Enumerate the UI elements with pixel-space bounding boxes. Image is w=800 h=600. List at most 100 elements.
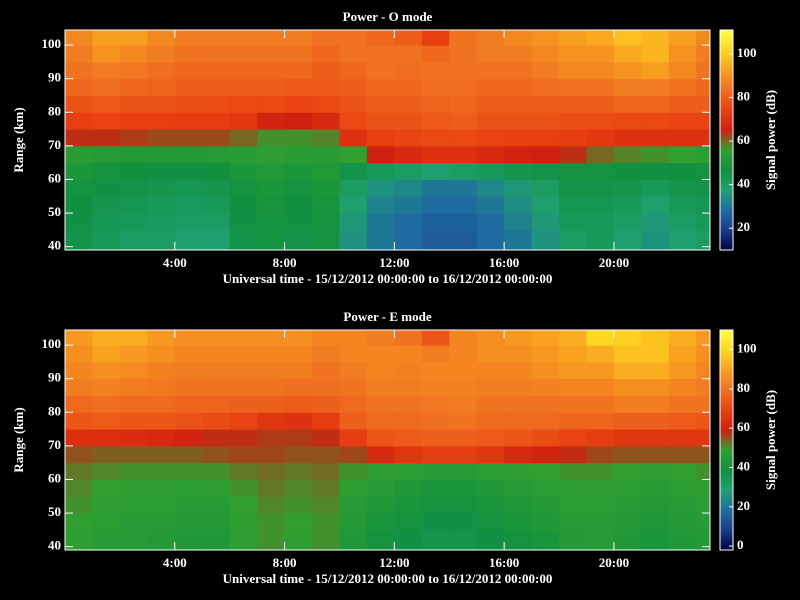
heatmap-cell <box>284 196 313 214</box>
heatmap-cell <box>586 445 615 464</box>
heatmap-cell <box>559 345 587 363</box>
heatmap-cell <box>613 78 642 96</box>
heatmap-cell <box>641 129 670 147</box>
heatmap-cell <box>394 78 423 96</box>
heatmap-cell <box>613 162 642 180</box>
heatmap-cell <box>119 129 148 147</box>
heatmap-cell <box>229 513 258 531</box>
heatmap-cell <box>668 395 697 413</box>
heatmap-cell <box>312 145 340 164</box>
heatmap-cell <box>586 30 615 46</box>
heatmap-cell <box>613 462 642 480</box>
heatmap-cell <box>229 95 258 113</box>
heatmap-cell <box>202 462 231 480</box>
heatmap-cell <box>65 45 93 63</box>
x-tick-label: 4:00 <box>163 255 187 270</box>
heatmap-cell <box>257 129 286 147</box>
heatmap-cell <box>202 429 231 447</box>
heatmap-cell <box>476 45 505 63</box>
heatmap-cell <box>202 378 231 396</box>
heatmap-cell <box>65 378 93 396</box>
heatmap-cell <box>119 30 148 46</box>
heatmap-cell <box>366 479 395 497</box>
heatmap-cell <box>559 378 587 396</box>
heatmap-cell <box>229 112 258 130</box>
heatmap-cell <box>202 30 231 46</box>
heatmap-cell <box>339 78 368 96</box>
heatmap-cell <box>641 479 670 497</box>
heatmap-cell <box>449 162 478 180</box>
heatmap-cell <box>641 30 670 46</box>
heatmap-cell <box>65 179 93 197</box>
heatmap-cell <box>586 361 615 380</box>
heatmap-cell <box>202 145 231 164</box>
heatmap-cell <box>147 345 176 363</box>
heatmap-cell <box>449 129 478 147</box>
heatmap-cell <box>202 395 231 413</box>
heatmap-cell <box>696 30 711 46</box>
heatmap-cell <box>559 412 587 430</box>
heatmap-cell <box>696 145 711 164</box>
heatmap-cell <box>668 330 697 346</box>
heatmap-cell <box>229 229 258 251</box>
heatmap-cell <box>312 496 340 514</box>
heatmap-cell <box>696 378 711 396</box>
heatmap-cell <box>668 529 697 551</box>
heatmap-cell <box>119 378 148 396</box>
heatmap-cell <box>339 429 368 447</box>
heatmap-cell <box>613 529 642 551</box>
y-tick-label: 60 <box>48 470 61 485</box>
heatmap-cell <box>339 361 368 380</box>
heatmap-cell <box>202 496 231 514</box>
heatmap-cell <box>92 529 121 551</box>
heatmap-cell <box>449 412 478 430</box>
heatmap-cell <box>696 179 711 197</box>
heatmap-cell <box>92 196 121 214</box>
heatmap-cell <box>92 145 121 164</box>
heatmap-cell <box>65 78 93 96</box>
heatmap-cell <box>202 213 231 231</box>
x-tick-label: 8:00 <box>273 555 297 570</box>
heatmap-cell <box>449 529 478 551</box>
heatmap-cell <box>421 529 450 551</box>
heatmap-cell <box>92 395 121 413</box>
heatmap-cell <box>257 45 286 63</box>
heatmap-cell <box>92 229 121 251</box>
heatmap-cell <box>476 462 505 480</box>
heatmap-cell <box>366 179 395 197</box>
heatmap-cell <box>449 361 478 380</box>
colorbar-tick-label: 20 <box>737 498 750 513</box>
y-tick-label: 50 <box>48 504 61 519</box>
heatmap-cell <box>559 78 587 96</box>
heatmap-cell <box>147 229 176 251</box>
heatmap-cell <box>449 395 478 413</box>
heatmap-cell <box>147 78 176 96</box>
heatmap-cell <box>421 378 450 396</box>
heatmap-cell <box>339 45 368 63</box>
heatmap-cell <box>92 462 121 480</box>
heatmap-cell <box>559 145 587 164</box>
heatmap-cell <box>586 145 615 164</box>
heatmap-cell <box>641 61 670 80</box>
heatmap-cell <box>586 229 615 251</box>
heatmap-cell <box>229 61 258 80</box>
heatmap-cell <box>449 345 478 363</box>
heatmap-cell <box>92 445 121 464</box>
heatmap-cell <box>312 112 340 130</box>
heatmap-cell <box>65 196 93 214</box>
colorbar-tick-label: 100 <box>737 341 757 356</box>
heatmap-cell <box>366 529 395 551</box>
heatmap-cell <box>147 513 176 531</box>
heatmap-cell <box>421 45 450 63</box>
heatmap-cell <box>586 213 615 231</box>
x-tick-label: 16:00 <box>489 555 519 570</box>
heatmap-cell <box>366 61 395 80</box>
heatmap-cell <box>586 95 615 113</box>
heatmap-cell <box>668 345 697 363</box>
heatmap-cell <box>174 78 203 96</box>
heatmap-cell <box>65 479 93 497</box>
y-tick-label: 40 <box>48 238 61 253</box>
heatmap-cell <box>421 345 450 363</box>
heatmap-cell <box>531 196 560 214</box>
heatmap-cell <box>174 45 203 63</box>
